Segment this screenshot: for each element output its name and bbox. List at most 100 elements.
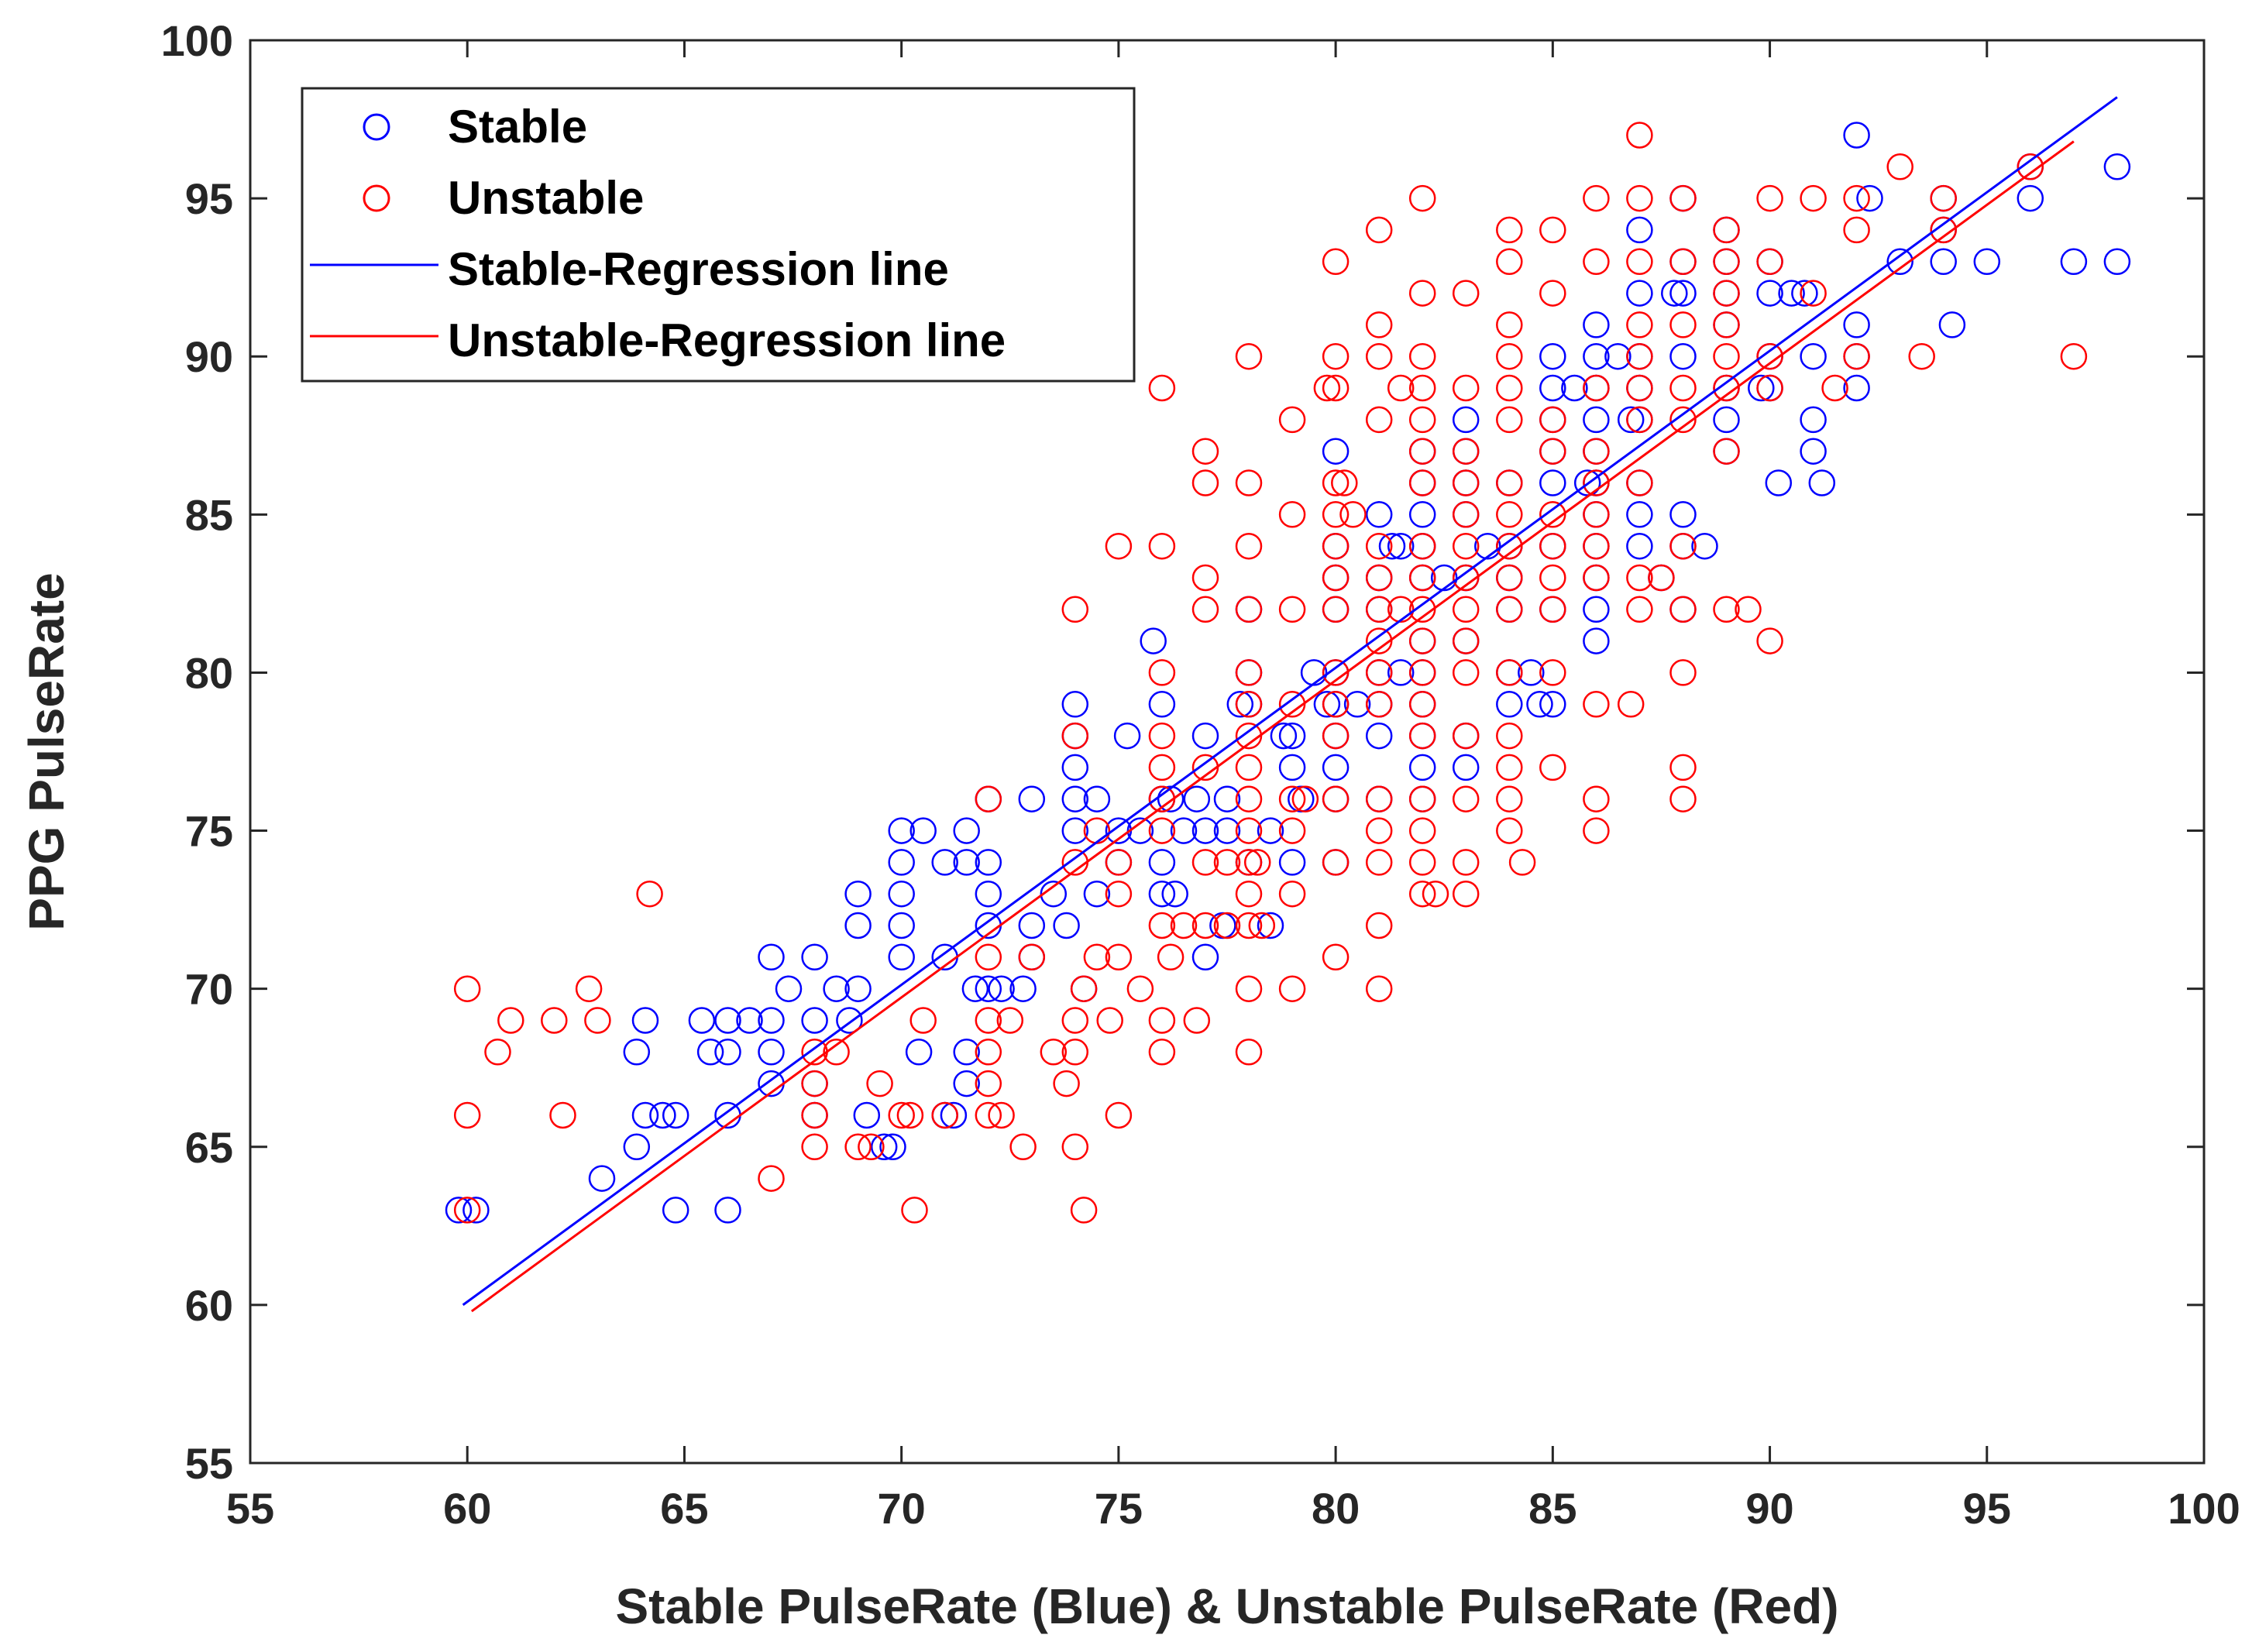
unstable-point: [1626, 596, 1653, 623]
unstable-point: [1235, 880, 1263, 908]
unstable-point: [896, 1101, 924, 1129]
unstable-point: [1235, 659, 1263, 686]
unstable-point: [1496, 342, 1523, 370]
stable-point: [1800, 438, 1827, 465]
unstable-point: [1322, 248, 1350, 276]
unstable-point: [1539, 564, 1566, 592]
unstable-point: [636, 880, 663, 908]
stable-point: [1748, 374, 1775, 402]
unstable-point: [1496, 564, 1523, 592]
unstable-point: [1322, 596, 1350, 623]
unstable-point: [1331, 469, 1358, 496]
unstable-point: [1148, 722, 1176, 750]
unstable-point: [1148, 532, 1176, 560]
unstable-point: [866, 1070, 893, 1097]
stable-point: [1387, 532, 1415, 560]
unstable-point: [1339, 501, 1367, 528]
unstable-point: [1583, 564, 1610, 592]
stable-point: [1843, 311, 1870, 338]
unstable-point: [1452, 722, 1480, 750]
stable-point: [631, 1101, 659, 1129]
stable-point: [1843, 122, 1870, 149]
unstable-point: [1496, 311, 1523, 338]
stable-point: [1213, 785, 1241, 812]
stable-point: [953, 1070, 980, 1097]
stable-point: [1322, 754, 1350, 781]
stable-point: [714, 1039, 741, 1066]
unstable-point: [1508, 849, 1536, 876]
unstable-point: [1669, 406, 1697, 434]
unstable-point: [1496, 754, 1523, 781]
unstable-point: [1713, 216, 1740, 244]
unstable-point: [1452, 596, 1480, 623]
stable-point: [909, 817, 937, 844]
unstable-point: [1408, 722, 1436, 750]
legend: Stable Unstable Stable-Regression line U…: [301, 87, 1136, 383]
stable-point: [1148, 880, 1176, 908]
stable-point: [1148, 691, 1176, 718]
unstable-point: [844, 1133, 872, 1161]
stable-point: [1061, 817, 1089, 844]
unstable-point: [1583, 184, 1610, 212]
unstable-point: [1365, 849, 1393, 876]
unstable-point: [1322, 564, 1350, 592]
stable-point: [1365, 501, 1393, 528]
unstable-point: [975, 785, 1002, 812]
y-axis-ticks: 55 60 65 70 75 80 85 90 95 100: [161, 16, 2204, 1488]
y-tick-label: 95: [185, 174, 233, 223]
unstable-point: [1821, 374, 1848, 402]
stable-point: [1226, 691, 1254, 718]
unstable-point: [1040, 1039, 1068, 1066]
stable-point: [888, 817, 915, 844]
unstable-point: [1496, 374, 1523, 402]
stable-point: [1583, 406, 1610, 434]
stable-point: [1365, 722, 1393, 750]
stable-point: [1018, 912, 1046, 939]
stable-point: [1886, 248, 1913, 276]
unstable-point: [1235, 469, 1263, 496]
unstable-point: [1713, 342, 1740, 370]
unstable-point: [1408, 596, 1436, 623]
unstable-point: [1713, 596, 1740, 623]
stable-point: [888, 849, 915, 876]
stable-point: [1626, 532, 1653, 560]
stable-point: [2103, 248, 2131, 276]
stable-point: [1408, 754, 1436, 781]
unstable-point: [1278, 501, 1306, 528]
unstable-point: [1235, 754, 1263, 781]
stable-point: [1856, 184, 1883, 212]
unstable-point: [1061, 596, 1089, 623]
stable-point: [649, 1101, 676, 1129]
unstable-point: [1191, 596, 1219, 623]
unstable-point: [1930, 184, 1957, 212]
stable-point: [888, 943, 915, 971]
unstable-point: [1061, 1039, 1089, 1066]
x-tick-label: 80: [1312, 1484, 1360, 1533]
stable-point: [662, 1197, 689, 1224]
unstable-point: [1669, 754, 1697, 781]
unstable-point: [1539, 596, 1566, 623]
stable-point: [1278, 722, 1306, 750]
stable-point: [1496, 691, 1523, 718]
stable-point: [1583, 342, 1610, 370]
unstable-point: [484, 1039, 511, 1066]
unstable-point: [1191, 438, 1219, 465]
unstable-point: [1452, 627, 1480, 654]
unstable-point: [1278, 785, 1306, 812]
unstable-point: [1626, 406, 1653, 434]
x-tick-label: 100: [2168, 1484, 2240, 1533]
unstable-point: [1626, 469, 1653, 496]
unstable-point: [1148, 912, 1176, 939]
unstable-point: [1148, 659, 1176, 686]
stable-point: [1018, 785, 1046, 812]
unstable-point: [1539, 438, 1566, 465]
unstable-point: [1626, 342, 1653, 370]
unstable-point: [1183, 1007, 1211, 1034]
x-tick-label: 95: [1963, 1484, 2011, 1533]
unstable-point: [1148, 1039, 1176, 1066]
unstable-point: [1235, 1039, 1263, 1066]
unstable-point: [1539, 501, 1566, 528]
stable-point: [905, 1039, 933, 1066]
unstable-point: [801, 1101, 828, 1129]
unstable-point: [1496, 659, 1523, 686]
